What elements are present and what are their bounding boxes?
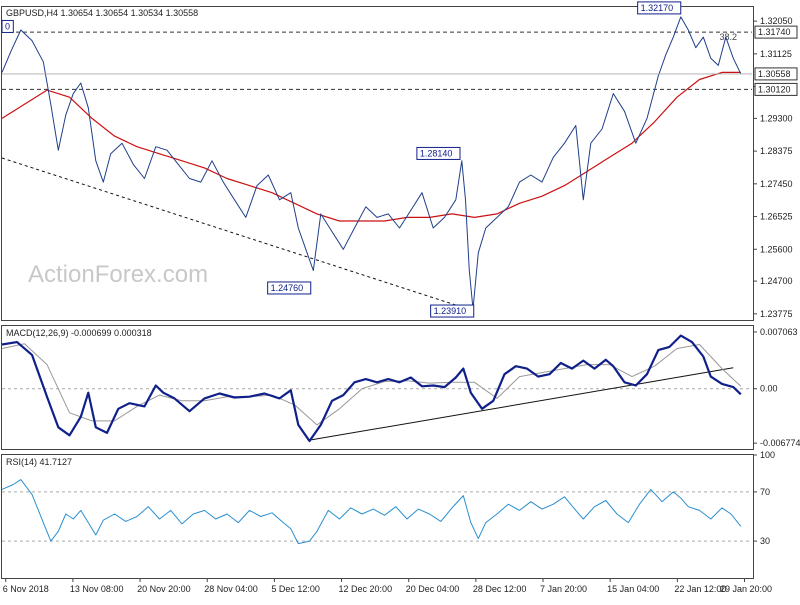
macd-panel-frame	[1, 325, 754, 450]
rsi-panel-title: RSI(14) 41.7127	[6, 457, 72, 467]
y-tick-label: 1.24700	[760, 276, 793, 286]
macd-panel: 0.007063 0.00 -0.006774	[1, 327, 800, 448]
y-tick-label: 1.25600	[760, 244, 793, 254]
x-tick-label: 12 Dec 20:00	[339, 584, 393, 594]
x-tick-label: 22 Jan 12:00	[674, 584, 726, 594]
annotation-label: 1.24760	[271, 283, 304, 293]
annotation-label: 1.23910	[434, 306, 467, 316]
x-tick-label: 20 Nov 20:00	[137, 584, 191, 594]
watermark: ActionForex.com	[28, 261, 208, 288]
level-label: 1.30120	[758, 84, 791, 94]
x-tick-label: 20 Dec 04:00	[406, 584, 460, 594]
trendline	[309, 367, 734, 441]
annotation-box	[267, 281, 312, 295]
x-tick-label: 28 Nov 04:00	[204, 584, 258, 594]
series-line-macd	[1, 334, 742, 443]
annotation-label: 0	[5, 21, 10, 31]
y-tick-label: 1.28375	[760, 146, 793, 156]
x-tick-label: 28 Dec 12:00	[473, 584, 527, 594]
y-tick-label: 1.31125	[760, 49, 792, 59]
y-tick-label: 1.29300	[760, 113, 793, 123]
macd-panel-title: MACD(12,26,9) -0.000699 0.000318	[6, 328, 152, 338]
level-label-box	[754, 25, 798, 39]
annotation-box	[416, 146, 461, 160]
series-line-rsi	[1, 479, 742, 545]
rsi-panel: 100 70 30	[1, 450, 775, 546]
y-tick-label: 0.00	[760, 384, 778, 394]
y-tick-label: 100	[760, 450, 775, 460]
price-panel-title: GBPUSD,H4 1.30654 1.30654 1.30534 1.3055…	[6, 8, 198, 18]
rsi-panel-frame	[1, 454, 754, 579]
x-tick-label: 6 Nov 2018	[3, 584, 49, 594]
price-panel-frame	[1, 6, 754, 321]
annotation-box	[637, 1, 682, 15]
x-tick-label: 29 Jan 20:00	[720, 584, 772, 594]
y-tick-label: 0.007063	[760, 327, 798, 337]
x-tick-label: 15 Jan 04:00	[607, 584, 659, 594]
y-tick-label: 1.27450	[760, 179, 793, 189]
y-tick-label: 1.32050	[760, 16, 793, 26]
level-label: 1.31740	[758, 27, 791, 37]
series-line-ma	[1, 71, 741, 222]
y-tick-label: 1.23775	[760, 309, 793, 319]
annotation-box	[1, 19, 14, 33]
x-tick-label: 13 Nov 08:00	[70, 584, 124, 594]
annotation-label: 1.32170	[641, 3, 674, 13]
current-price-label: 1.30558	[758, 69, 791, 79]
series-line-signal	[1, 343, 742, 426]
y-tick-label: 1.26525	[760, 212, 793, 222]
current-price-box	[754, 67, 798, 81]
annotation-box	[430, 304, 475, 318]
x-tick-label: 5 Dec 12:00	[271, 584, 320, 594]
x-axis: 6 Nov 2018 13 Nov 08:00 20 Nov 20:00 28 Nov…	[3, 578, 772, 594]
price-panel: 1.320501.311251.302001.293001.283751.274…	[1, 1, 798, 319]
fib-level-label: 38.2	[719, 32, 737, 42]
level-label-box	[754, 82, 798, 96]
y-tick-label: 70	[760, 487, 770, 497]
y-tick-label: -0.006774	[760, 438, 800, 448]
series-line-price	[1, 16, 742, 310]
annotation-label: 1.28140	[420, 148, 453, 158]
x-tick-label: 7 Jan 20:00	[540, 584, 587, 594]
y-tick-label: 30	[760, 536, 770, 546]
